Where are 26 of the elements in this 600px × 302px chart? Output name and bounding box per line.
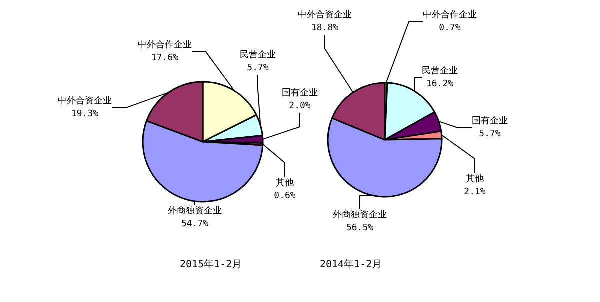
slice-label: 外商独资企业 — [333, 210, 387, 220]
text: 2014年1-2月 — [320, 258, 382, 270]
slice-label: 中外合作企业 — [138, 40, 192, 50]
data-label: 56.5% — [346, 224, 374, 234]
data-label: 17.6% — [151, 54, 180, 64]
data-label: 0.6% — [274, 192, 296, 202]
slice-label: 中外合资企业 — [298, 10, 352, 20]
slice-label: 国有企业 — [282, 88, 318, 98]
data-label: 19.3% — [71, 110, 100, 120]
data-label: 0.7% — [439, 24, 462, 34]
data-label: 5.7% — [479, 130, 502, 140]
data-label: 54.7% — [181, 220, 210, 230]
slice-label: 国有企业 — [472, 116, 508, 126]
data-label: 2.1% — [464, 188, 486, 198]
slice-label: 民营企业 — [240, 50, 276, 60]
slice-label: 其他 — [276, 178, 294, 188]
data-label: 5.7% — [247, 64, 270, 74]
data-label: 18.8% — [311, 24, 340, 34]
slice-label: 中外合作企业 — [423, 10, 477, 20]
slice-label: 民营企业 — [422, 66, 458, 76]
slice-label: 其他 — [466, 174, 484, 184]
data-label: 2.0% — [289, 102, 312, 112]
slice-label: 中外合资企业 — [58, 96, 112, 106]
text: 2015年1-2月 — [180, 258, 242, 270]
slice-label: 外商独资企业 — [168, 206, 222, 216]
data-label: 16.2% — [426, 80, 454, 90]
